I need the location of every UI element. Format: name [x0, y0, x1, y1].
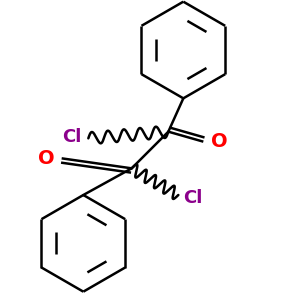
Text: Cl: Cl	[183, 189, 203, 207]
Text: Cl: Cl	[62, 128, 82, 146]
Text: O: O	[211, 132, 227, 151]
Text: O: O	[38, 149, 54, 168]
